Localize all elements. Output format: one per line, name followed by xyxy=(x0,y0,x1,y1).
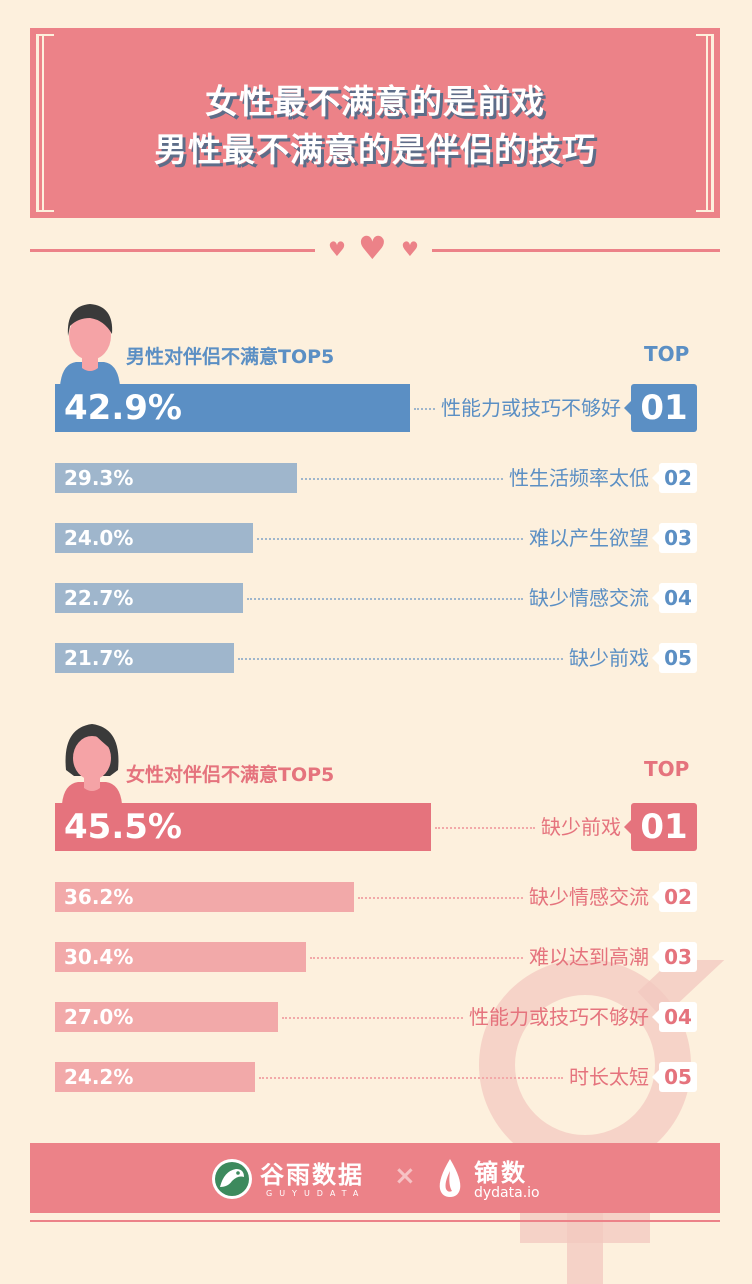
leader-line xyxy=(259,1077,563,1079)
rank-badge: 01 xyxy=(631,803,697,851)
rank-badge: 03 xyxy=(659,942,697,972)
brand-dydata: 镝数 xyxy=(474,1159,528,1187)
bar-3 xyxy=(55,942,306,972)
bar-5 xyxy=(55,1062,255,1092)
value-label: 22.7% xyxy=(64,586,134,610)
bar-4 xyxy=(55,1002,278,1032)
rank-badge: 01 xyxy=(631,384,697,432)
rank-pointer xyxy=(652,471,659,485)
divider-right xyxy=(432,249,720,252)
category-label: 时长太短 xyxy=(569,1065,649,1089)
dydata-logo-icon xyxy=(439,1159,461,1197)
rank-badge: 03 xyxy=(659,523,697,553)
footer-bar: 谷雨数据 GUYUDATA × 镝数 dydata.io xyxy=(30,1143,720,1213)
top-label: TOP xyxy=(644,342,690,366)
value-label: 24.2% xyxy=(64,1065,134,1089)
value-label: 27.0% xyxy=(64,1005,134,1029)
bar-2 xyxy=(55,882,354,912)
bar-2 xyxy=(55,463,297,493)
rank-pointer xyxy=(652,591,659,605)
rank-badge: 04 xyxy=(659,583,697,613)
heart-icon: ♥ xyxy=(358,229,387,267)
rank-pointer xyxy=(652,950,659,964)
chart-title: 女性对伴侣不满意TOP5 xyxy=(126,764,335,786)
brand-separator: × xyxy=(394,1161,416,1191)
leader-line xyxy=(358,897,523,899)
value-label: 29.3% xyxy=(64,466,134,490)
value-label: 36.2% xyxy=(64,885,134,909)
rank-pointer xyxy=(652,531,659,545)
female-avatar-icon xyxy=(62,724,122,804)
title-banner xyxy=(30,28,720,218)
category-label: 难以达到高潮 xyxy=(529,945,649,969)
top-label: TOP xyxy=(644,757,690,781)
value-label: 30.4% xyxy=(64,945,134,969)
category-label: 缺少情感交流 xyxy=(529,586,649,610)
brand-guyu-sub: GUYUDATA xyxy=(266,1189,366,1198)
bar-1 xyxy=(55,803,431,851)
category-label: 缺少前戏 xyxy=(569,646,649,670)
value-label: 24.0% xyxy=(64,526,134,550)
heart-icon: ♥ xyxy=(328,237,346,261)
brand-guyu: 谷雨数据 xyxy=(260,1161,364,1189)
leader-line xyxy=(301,478,503,480)
category-label: 难以产生欲望 xyxy=(529,526,649,550)
leader-line xyxy=(414,408,435,410)
title-line-2: 男性最不满意的是伴侣的技巧 xyxy=(154,130,596,169)
bar-4 xyxy=(55,583,243,613)
category-label: 性能力或技巧不够好 xyxy=(441,396,621,420)
heart-icon: ♥ xyxy=(401,237,419,261)
category-label: 缺少前戏 xyxy=(541,815,621,839)
value-label: 42.9% xyxy=(64,388,182,428)
title-line-1: 女性最不满意的是前戏 xyxy=(205,82,545,121)
rank-badge: 02 xyxy=(659,463,697,493)
category-label: 性能力或技巧不够好 xyxy=(469,1005,649,1029)
leader-line xyxy=(282,1017,463,1019)
rank-badge: 05 xyxy=(659,1062,697,1092)
bar-3 xyxy=(55,523,253,553)
brand-dydata-sub: dydata.io xyxy=(474,1185,540,1201)
rank-pointer xyxy=(652,651,659,665)
leader-line xyxy=(247,598,523,600)
guyu-logo-icon xyxy=(212,1159,252,1199)
leader-line xyxy=(310,957,523,959)
rank-pointer xyxy=(652,1070,659,1084)
page-title: 女性最不满意的是前戏 男性最不满意的是伴侣的技巧 xyxy=(30,78,720,174)
rank-badge: 02 xyxy=(659,882,697,912)
bar-1 xyxy=(55,384,410,432)
rank-badge: 05 xyxy=(659,643,697,673)
rank-pointer xyxy=(652,1010,659,1024)
male-avatar-icon xyxy=(60,304,120,386)
leader-line xyxy=(238,658,563,660)
category-label: 缺少情感交流 xyxy=(529,885,649,909)
rank-badge: 04 xyxy=(659,1002,697,1032)
bar-5 xyxy=(55,643,234,673)
leader-line xyxy=(257,538,523,540)
rank-pointer xyxy=(652,890,659,904)
rank-pointer xyxy=(624,401,631,415)
category-label: 性生活频率太低 xyxy=(509,466,649,490)
value-label: 21.7% xyxy=(64,646,134,670)
chart-title: 男性对伴侣不满意TOP5 xyxy=(126,346,335,368)
value-label: 45.5% xyxy=(64,807,182,847)
rank-pointer xyxy=(624,820,631,834)
footer-line xyxy=(30,1220,720,1222)
divider-left xyxy=(30,249,315,252)
leader-line xyxy=(435,827,535,829)
